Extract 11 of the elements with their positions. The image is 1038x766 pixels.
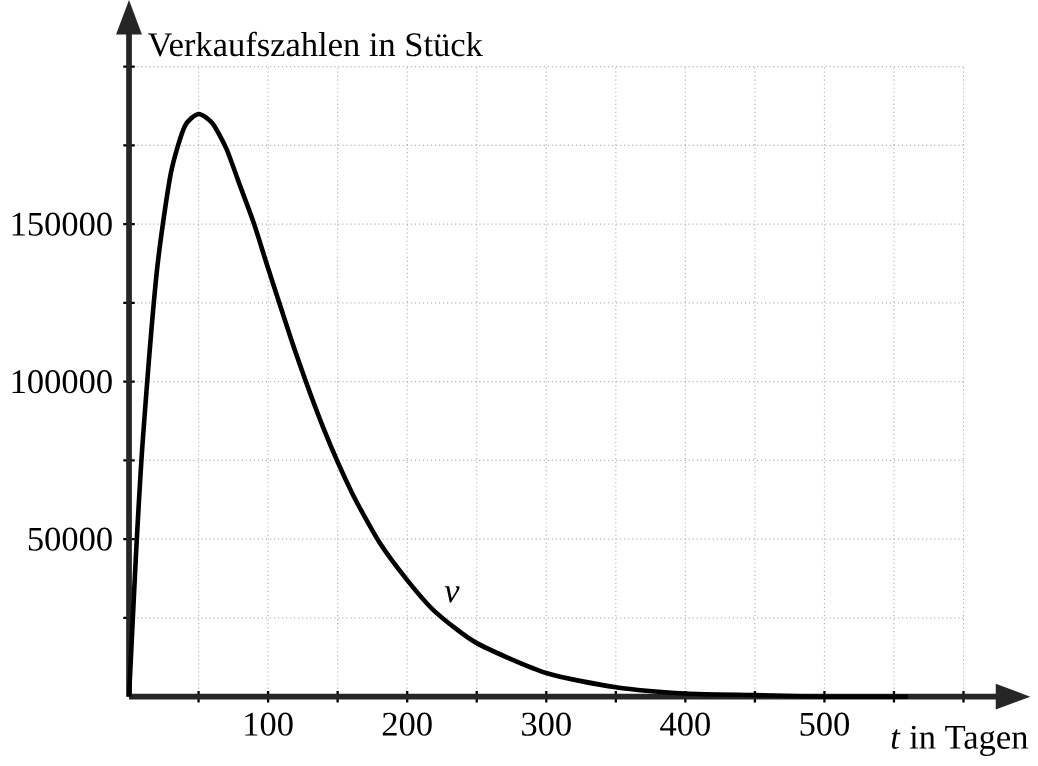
y-tick-label: 50000 [28,527,112,551]
x-tick-label: 500 [800,712,849,737]
annotation: v [444,586,460,603]
x-tick-label: 100 [245,712,293,737]
x-tick-label: 300 [522,712,571,737]
y-tick-label: 150000 [12,212,112,236]
x-tick-label: 200 [382,712,432,737]
y-axis-title: Verkaufszahlen in Stück [147,31,483,57]
x-axis-title: t in Tagen [891,725,1028,757]
x-tick-label: 400 [660,712,710,737]
y-tick-label: 100000 [12,370,112,394]
